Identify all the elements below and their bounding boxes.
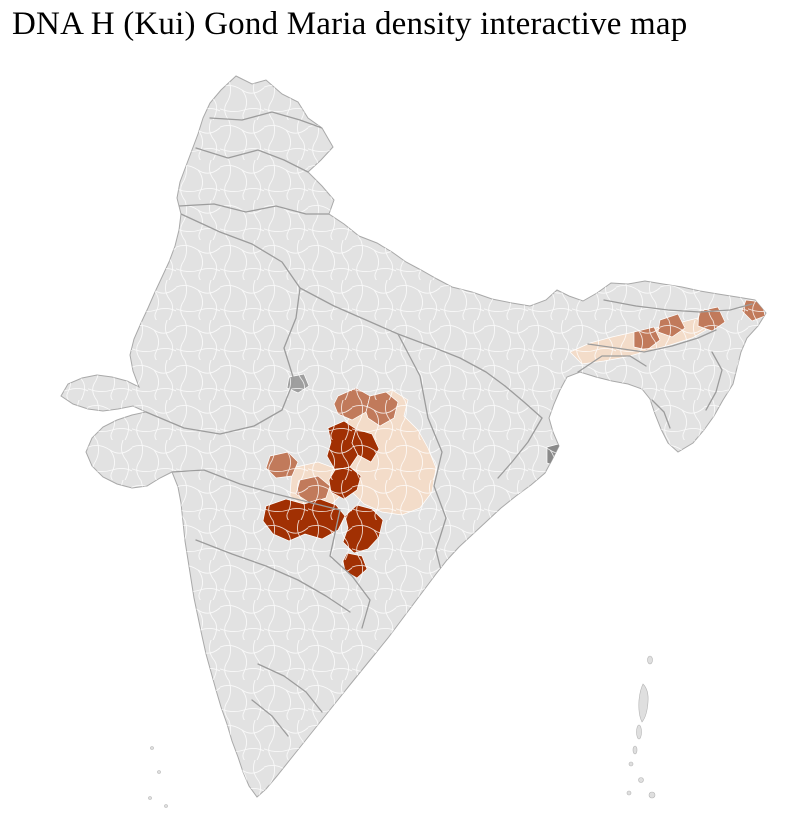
state-border (195, 147, 309, 173)
state-border (195, 539, 351, 613)
island-shape (628, 761, 634, 767)
state-border (209, 111, 323, 129)
state-border (251, 699, 289, 737)
state-border (587, 329, 717, 353)
island-shape (648, 791, 656, 799)
state-border (504, 385, 543, 419)
state-borders (145, 111, 753, 737)
state-border (497, 417, 543, 479)
island-shape (148, 796, 152, 800)
state-border (145, 243, 301, 435)
island-shape (636, 724, 642, 740)
state-border (603, 299, 753, 313)
island-shape (626, 790, 632, 796)
island-shape (638, 777, 644, 783)
state-border (171, 469, 341, 511)
state-border (257, 663, 323, 713)
island-shape (157, 770, 161, 774)
state-border (299, 287, 506, 387)
state-border (178, 203, 330, 215)
page-title: DNA H (Kui) Gond Maria density interacti… (12, 6, 688, 42)
state-border (329, 509, 371, 629)
island-shape (164, 804, 168, 808)
island-shape (647, 655, 653, 665)
island-shape (632, 745, 638, 755)
state-border (180, 213, 253, 245)
island-shape (150, 746, 154, 750)
state-border (705, 351, 723, 411)
state-border (397, 333, 447, 575)
state-border (577, 355, 647, 373)
island-shape (638, 683, 649, 723)
state-border (651, 399, 671, 429)
islands (148, 655, 656, 808)
